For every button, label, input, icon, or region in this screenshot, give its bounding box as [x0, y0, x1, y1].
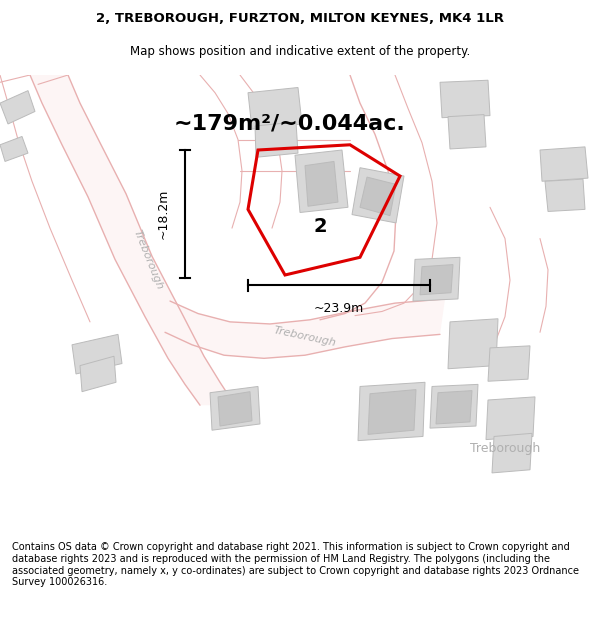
- Polygon shape: [0, 91, 35, 124]
- Text: ~179m²/~0.044ac.: ~179m²/~0.044ac.: [174, 114, 406, 134]
- Polygon shape: [360, 177, 396, 216]
- Polygon shape: [440, 80, 490, 118]
- Text: ~18.2m: ~18.2m: [157, 189, 170, 239]
- Polygon shape: [80, 356, 116, 392]
- Polygon shape: [358, 382, 425, 441]
- Polygon shape: [295, 150, 348, 213]
- Polygon shape: [30, 75, 235, 405]
- Text: Map shows position and indicative extent of the property.: Map shows position and indicative extent…: [130, 45, 470, 58]
- Text: Treborough: Treborough: [131, 228, 164, 291]
- Text: 2, TREBOROUGH, FURZTON, MILTON KEYNES, MK4 1LR: 2, TREBOROUGH, FURZTON, MILTON KEYNES, M…: [96, 12, 504, 25]
- Polygon shape: [248, 88, 302, 129]
- Polygon shape: [413, 258, 460, 301]
- Polygon shape: [448, 319, 498, 369]
- Polygon shape: [486, 397, 535, 439]
- Polygon shape: [352, 168, 404, 223]
- Polygon shape: [436, 391, 472, 424]
- Polygon shape: [165, 299, 445, 358]
- Polygon shape: [448, 114, 486, 149]
- Polygon shape: [545, 179, 585, 211]
- Polygon shape: [0, 136, 28, 161]
- Polygon shape: [305, 161, 338, 206]
- Polygon shape: [540, 147, 588, 181]
- Text: ~23.9m: ~23.9m: [314, 302, 364, 315]
- Text: Contains OS data © Crown copyright and database right 2021. This information is : Contains OS data © Crown copyright and d…: [12, 542, 579, 588]
- Polygon shape: [210, 386, 260, 430]
- Polygon shape: [492, 433, 532, 473]
- Polygon shape: [368, 389, 416, 434]
- Text: 2: 2: [313, 216, 327, 236]
- Text: Treborough: Treborough: [470, 442, 540, 456]
- Polygon shape: [255, 122, 298, 158]
- Polygon shape: [430, 384, 478, 428]
- Polygon shape: [72, 334, 122, 374]
- Text: Treborough: Treborough: [273, 325, 337, 348]
- Polygon shape: [488, 346, 530, 381]
- Polygon shape: [420, 264, 453, 295]
- Polygon shape: [218, 392, 252, 426]
